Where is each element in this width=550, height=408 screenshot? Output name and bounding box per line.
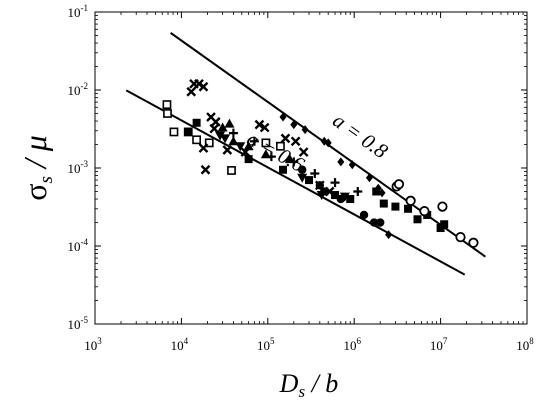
- filled-square-marker: [331, 191, 340, 200]
- cross-marker: [200, 164, 211, 175]
- plot-frame: [94, 11, 528, 325]
- open-square-marker: [204, 138, 214, 148]
- open-circle-marker: [455, 232, 466, 243]
- open-circle-marker: [393, 179, 405, 190]
- plus-marker: [310, 169, 320, 179]
- inverted-triangle-marker: [220, 134, 231, 144]
- cross-marker: [186, 86, 197, 97]
- diamond-marker: [290, 120, 298, 130]
- filled-circle-marker: [376, 218, 385, 227]
- diamond-marker: [301, 125, 309, 135]
- open-square-marker: [169, 127, 179, 137]
- x-tick-label: 103: [84, 336, 102, 353]
- filled-square-marker: [184, 127, 193, 136]
- diamond-marker: [348, 160, 356, 170]
- cross-marker: [280, 133, 291, 144]
- diamond-marker: [324, 138, 332, 148]
- y-tick-label: 10-2: [68, 81, 89, 98]
- cross-marker: [210, 117, 221, 127]
- x-tick-label: 107: [430, 336, 448, 353]
- triangle-marker: [224, 118, 235, 128]
- filled-square-marker: [379, 199, 388, 208]
- filled-circle-marker: [359, 210, 369, 220]
- cross-marker: [254, 119, 265, 130]
- open-circle-marker: [468, 237, 479, 248]
- filled-square-marker: [440, 220, 449, 229]
- filled-circle-marker: [297, 165, 307, 174]
- open-circle-marker: [419, 206, 430, 217]
- open-circle-marker: [405, 195, 416, 206]
- open-square-marker: [163, 109, 172, 118]
- inverted-triangle-marker: [339, 192, 350, 202]
- open-square-marker: [276, 141, 285, 151]
- inverted-triangle-marker: [297, 173, 308, 183]
- y-tick-label: 10-5: [68, 315, 89, 332]
- cross-marker: [222, 145, 233, 155]
- filled-square-marker: [305, 176, 314, 185]
- diamond-marker: [365, 173, 373, 183]
- open-square-marker: [162, 100, 172, 109]
- diamond-marker: [279, 112, 287, 122]
- fit-line: [125, 89, 466, 276]
- triangle-marker: [217, 122, 228, 132]
- x-tick-label: 108: [516, 336, 534, 353]
- axes-layer: [94, 11, 528, 325]
- fit-line-label: a = 0.8: [328, 108, 392, 163]
- filled-square-marker: [244, 155, 253, 164]
- plus-marker: [289, 157, 299, 167]
- inverted-triangle-marker: [235, 142, 246, 152]
- open-square-marker: [261, 138, 271, 148]
- plus-marker: [228, 128, 238, 138]
- filled-square-marker: [279, 165, 288, 174]
- open-square-marker: [192, 135, 202, 145]
- inverted-triangle-marker: [316, 191, 327, 201]
- y-tick-label: 10-3: [68, 159, 89, 176]
- filled-square-marker: [413, 215, 422, 224]
- diamond-marker: [385, 230, 393, 240]
- cross-marker: [290, 136, 301, 147]
- plus-marker: [249, 136, 259, 146]
- plus-marker: [266, 152, 276, 162]
- triangle-marker: [243, 141, 254, 151]
- plus-marker: [353, 186, 363, 196]
- x-tick-label: 106: [343, 336, 361, 353]
- filled-circle-marker: [369, 218, 379, 227]
- x-axis-label: Ds / b: [279, 369, 339, 401]
- y-axis-label: σs / μ: [17, 135, 57, 201]
- filled-square-marker: [391, 202, 400, 211]
- diamond-marker: [337, 157, 345, 167]
- filled-square-marker: [404, 204, 413, 213]
- cross-marker: [324, 186, 335, 197]
- x-tick-label: 104: [171, 336, 189, 353]
- cross-marker: [209, 123, 220, 134]
- x-tick-label: 105: [257, 336, 275, 353]
- diamond-marker: [374, 183, 382, 193]
- y-tick-label: 10-4: [68, 237, 89, 254]
- cross-marker: [259, 122, 270, 133]
- cross-marker: [198, 81, 209, 92]
- open-circle-marker: [437, 201, 448, 212]
- open-square-marker: [227, 166, 236, 175]
- cross-marker: [198, 143, 209, 153]
- fit-line-label: a = 0.6: [243, 126, 309, 177]
- cross-marker: [298, 147, 309, 157]
- data-points-layer: [162, 78, 479, 248]
- filled-square-marker: [192, 118, 201, 127]
- y-tick-label: 10-1: [68, 3, 89, 20]
- filled-square-marker: [372, 187, 381, 196]
- plus-marker: [330, 178, 340, 188]
- cross-marker: [314, 180, 325, 191]
- diamond-marker: [378, 188, 386, 198]
- filled-square-marker: [346, 195, 355, 204]
- inverted-triangle-marker: [215, 131, 226, 141]
